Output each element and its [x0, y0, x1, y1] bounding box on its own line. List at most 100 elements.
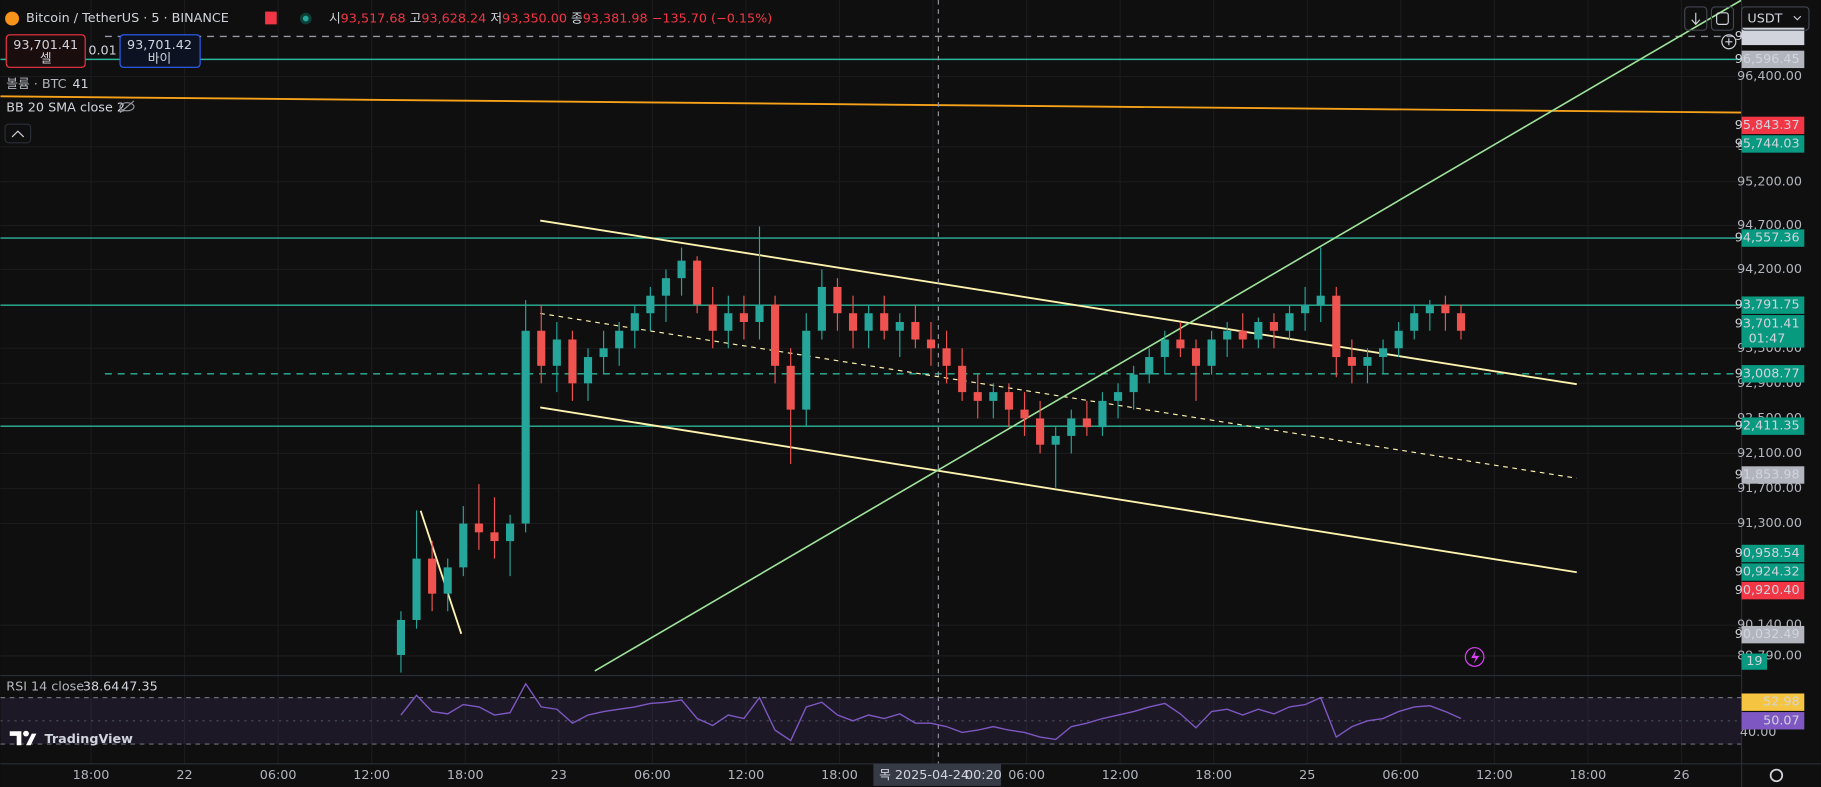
price-badge: [1741, 417, 1805, 435]
hidden-icon-slash: [119, 100, 135, 114]
time-tick-label: 18:00: [1195, 768, 1232, 783]
rsi-badge-label: 52.98: [1763, 695, 1800, 710]
candle-body: [724, 313, 733, 331]
candle-body: [568, 339, 577, 384]
ohlc: 시93,517.68 고93,628.24 저93,350.00 종93,381…: [329, 11, 772, 26]
candle-body: [817, 286, 826, 331]
rsi-legend[interactable]: RSI 14 close: [6, 680, 84, 695]
candle-body: [521, 330, 530, 524]
channel-middle: [540, 312, 1577, 479]
candle-body: [786, 365, 795, 410]
time-tick-label: 18:00: [73, 768, 110, 783]
price-badge: [1741, 563, 1805, 581]
flag-icon[interactable]: [265, 11, 277, 25]
price-badge: [1741, 229, 1805, 247]
candle-body: [864, 313, 873, 331]
candle-body: [958, 365, 967, 393]
currency[interactable]: USDT: [1747, 12, 1782, 27]
candle-body: [942, 348, 951, 366]
price-badge-label: 93,701.41: [1735, 316, 1800, 331]
low-key: 저: [490, 11, 502, 26]
rsi: [400, 682, 1462, 742]
candle-body: [1425, 304, 1434, 314]
currency-select[interactable]: [1741, 6, 1810, 31]
price-badge-label: 90,032.49: [1735, 627, 1800, 642]
sell-price[interactable]: 93,701.41: [13, 38, 78, 53]
candle-body: [1176, 339, 1185, 349]
buy-label[interactable]: 바이: [148, 52, 171, 67]
rsi-band: [0, 697, 1742, 745]
close-value: 93,381.98: [583, 11, 648, 26]
collapse-button[interactable]: [4, 123, 32, 144]
grid: [0, 0, 1742, 764]
reload-button[interactable]: [1710, 6, 1735, 31]
logo: TradingView: [9, 730, 133, 747]
candle-body: [1332, 295, 1341, 358]
candle-body: [1285, 313, 1294, 331]
candle-body: [1129, 374, 1138, 393]
events-button[interactable]: [1464, 647, 1485, 667]
candle-body: [1051, 435, 1060, 445]
add-alert-button[interactable]: [1721, 34, 1737, 50]
high-value: 93,628.24: [421, 11, 486, 26]
symbol[interactable]: Bitcoin / TetherUS · 5 · BINANCE: [26, 11, 229, 26]
time-tick-label: 12:00: [1476, 768, 1513, 783]
buy-price[interactable]: 93,701.42: [127, 38, 192, 53]
candle-body: [396, 619, 406, 656]
candle-body: [1316, 295, 1325, 305]
price-tick-label: 96,400.00: [1737, 69, 1802, 84]
crosshair-date: 목 2025-04-24: [879, 768, 969, 783]
time-tick-label: 18:00: [1570, 768, 1607, 783]
price-badge: [1741, 581, 1805, 600]
candle-body: [1098, 400, 1107, 428]
time-tick-label: 22: [176, 768, 192, 783]
candles: [396, 226, 1466, 673]
hidden-icon[interactable]: [119, 102, 135, 112]
time-tick-label: 06:00: [1382, 768, 1419, 783]
volume-badge-label: 19: [1746, 654, 1762, 669]
time-tick-label: 06:00: [634, 768, 671, 783]
logo-mark: [9, 731, 22, 746]
buy-box[interactable]: [119, 34, 201, 68]
price-badge: [1741, 116, 1805, 135]
candle-body: [1191, 348, 1201, 366]
price-tick-label: 91,700.00: [1737, 481, 1802, 496]
sell-box[interactable]: [5, 34, 86, 68]
candle-body: [537, 330, 546, 366]
time-tick-label: 25: [1299, 768, 1315, 783]
candle-body: [1067, 418, 1076, 436]
candle-body: [1254, 321, 1263, 340]
price-badge: [1741, 625, 1805, 644]
candle-body: [1020, 409, 1029, 419]
candle-body: [1394, 330, 1403, 349]
sell-label[interactable]: 셀: [40, 52, 52, 67]
settings-button[interactable]: [1769, 768, 1784, 783]
download-button[interactable]: [1684, 6, 1708, 31]
rsi-badge: [1741, 712, 1805, 730]
candle-body: [459, 523, 468, 568]
candle-body: [677, 260, 686, 279]
buy-button[interactable]: 93,701.42 바이: [119, 34, 201, 68]
candle-body: [1441, 304, 1450, 314]
candle-body: [1145, 357, 1154, 375]
events-icon: [1471, 650, 1480, 664]
candle-body: [1113, 392, 1123, 401]
candle-body: [490, 532, 499, 542]
candle-body: [926, 339, 936, 349]
price-badges: 52.98 50.07 96,858.80 96,596.45 95,843.37 95,…: [1735, 27, 1805, 730]
volume-legend[interactable]: 볼륨 · BTC: [6, 77, 66, 92]
candle-body: [661, 278, 671, 296]
candle-body: [630, 313, 639, 331]
download-icon: [1691, 12, 1701, 26]
candle-body: [1410, 313, 1419, 331]
sell-button[interactable]: 93,701.41 셀: [5, 34, 86, 68]
candle-body: [895, 321, 904, 331]
bb-legend[interactable]: BB 20 SMA close 2: [6, 100, 125, 115]
candle-body: [506, 523, 515, 542]
crosshair-time-box: [873, 763, 1002, 786]
candle-body: [880, 313, 889, 331]
candle-body: [739, 313, 748, 322]
time-tick-label: 12:00: [728, 768, 765, 783]
